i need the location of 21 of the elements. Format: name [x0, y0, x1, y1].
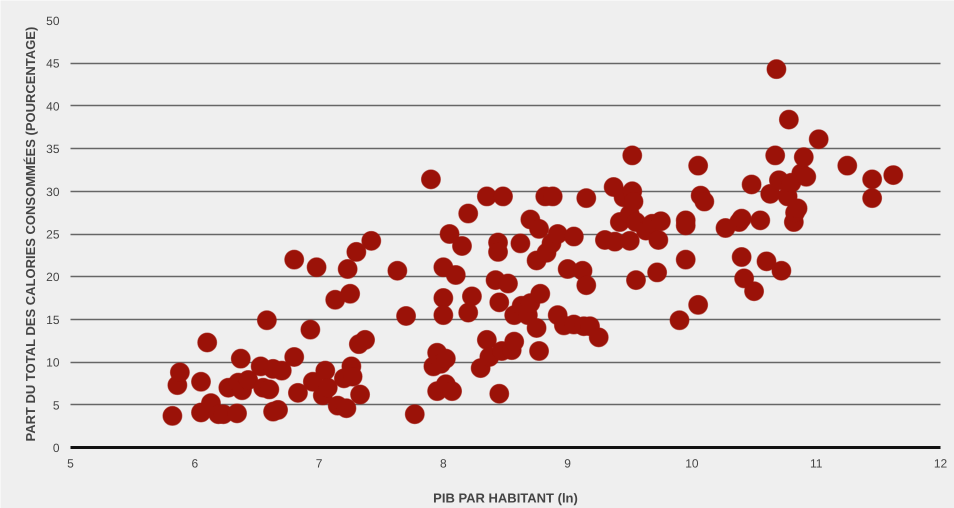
y-tick-label: 40: [46, 99, 60, 114]
x-tick-label: 6: [191, 456, 198, 470]
y-tick-label: 50: [46, 14, 60, 28]
y-tick-label: 10: [46, 356, 60, 370]
x-tick-label: 5: [67, 456, 74, 470]
x-tick-label: 11: [810, 456, 823, 470]
y-tick-label: 0: [52, 441, 60, 455]
y-tick-label: 25: [46, 228, 60, 242]
y-tick-label: 15: [46, 312, 60, 327]
y-tick-label: 30: [46, 184, 60, 199]
x-tick-label: 7: [316, 456, 323, 470]
y-tick-label: 45: [46, 56, 60, 71]
y-tick-label: 5: [52, 398, 60, 412]
y-tick-label: 20: [46, 270, 60, 284]
x-axis-title: PIB PAR HABITANT (ln): [433, 490, 578, 506]
x-tick-label: 10: [685, 456, 699, 470]
x-tick-label: 12: [934, 456, 948, 470]
y-tick-label: 35: [46, 142, 60, 156]
y-axis-title: PART DU TOTAL DES CALORIES CONSOMMÉES (POURCENTAGE): [23, 26, 38, 442]
x-tick-label: 8: [440, 456, 448, 470]
x-tick-label: 9: [564, 456, 572, 470]
